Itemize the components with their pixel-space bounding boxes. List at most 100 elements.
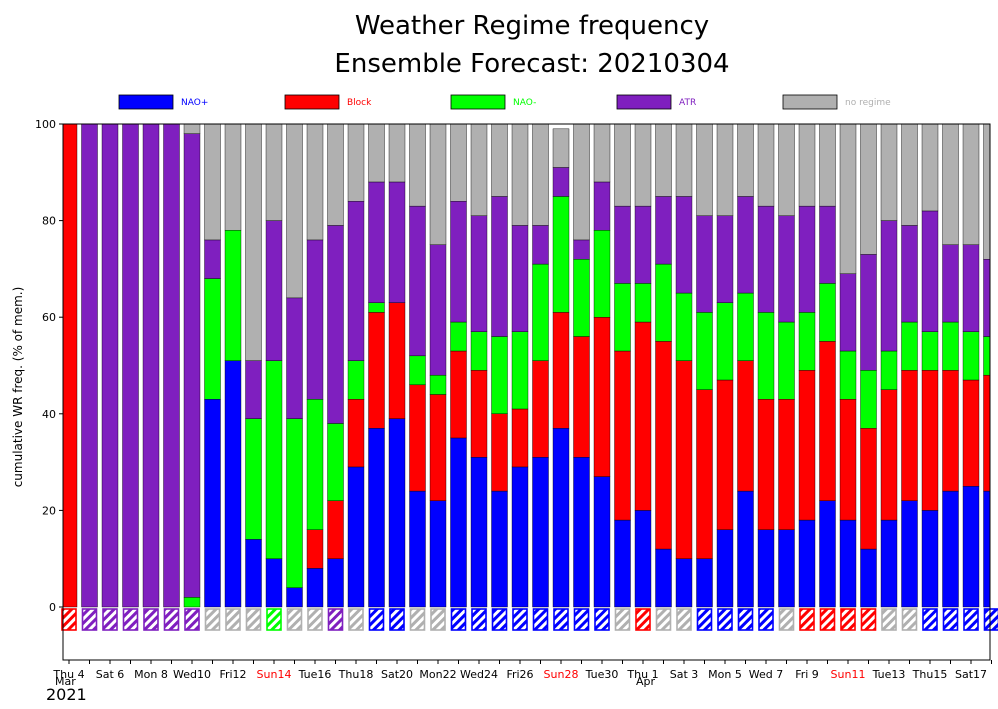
bar-segment-nao_plus (819, 500, 836, 608)
bar-segment-no_regime (368, 124, 385, 183)
bar-segment-nao_plus (839, 519, 857, 608)
bar-segment-no_regime (737, 124, 754, 197)
dominant-box-no_regime (676, 608, 692, 631)
legend-label-nao_minus: NAO- (513, 98, 536, 108)
dominant-box-nao_plus (594, 608, 610, 631)
x-tick-label: Sat 3 (670, 668, 699, 681)
y-tick-label: 80 (42, 215, 56, 228)
bar-segment-no_regime (614, 124, 631, 207)
bar-segment-no_regime (819, 124, 836, 207)
bar-segment-block (368, 312, 385, 429)
bar-segment-nao_plus (798, 519, 816, 608)
dominant-box-no_regime (286, 608, 303, 631)
bar-segment-no_regime (880, 124, 898, 221)
bar-segment-nao_plus (983, 490, 990, 608)
bar-segment-nao_minus (716, 302, 734, 381)
bar-segment-block (573, 336, 590, 458)
dominant-box-no_regime (409, 608, 426, 631)
bar-segment-atr (696, 215, 713, 313)
bar-segment-no_regime (204, 124, 221, 241)
x-tick-label: Thu15 (912, 668, 948, 681)
bar-segment-block (798, 370, 816, 521)
x-tick-label: Thu18 (338, 668, 374, 681)
bar-segment-no_regime (286, 124, 303, 299)
bar-segment-nao_plus (962, 486, 980, 608)
bar-segment-no_regime (696, 124, 713, 216)
month-label: Apr (636, 675, 656, 688)
bar-segment-atr (204, 239, 221, 279)
bar-segment-nao_minus (573, 259, 590, 337)
bar-segment-atr (532, 225, 549, 265)
bar-segment-nao_plus (286, 587, 303, 608)
bar-segment-atr (409, 205, 426, 357)
bar-segment-nao_plus (593, 476, 611, 608)
bar-segment-no_regime (757, 124, 775, 207)
bar-segment-atr (327, 225, 344, 424)
bar-segment-atr (942, 244, 959, 323)
bar-segment-no_regime (778, 124, 795, 216)
bar-segment-nao_minus (429, 374, 447, 395)
bar-segment-atr (716, 215, 734, 303)
bar-segment-nao_minus (593, 230, 611, 318)
bar-segment-nao_minus (675, 292, 693, 361)
bar-segment-nao_plus (860, 548, 877, 608)
dominant-box-no_regime (655, 608, 672, 631)
bar-segment-nao_plus (306, 568, 324, 608)
bar-segment-atr (860, 254, 877, 371)
x-tick-label: Sat17 (955, 668, 987, 681)
bar-segment-nao_plus (224, 360, 242, 608)
bar-segment-nao_minus (942, 321, 959, 371)
bar-segment-no_regime (675, 124, 693, 197)
bar-segment-nao_minus (921, 331, 939, 371)
bars (63, 124, 990, 608)
bar-segment-block (450, 350, 467, 439)
chart-subtitle: Ensemble Forecast: 20210304 (334, 49, 729, 79)
bar-segment-nao_plus (204, 399, 221, 608)
bar-segment-block (778, 399, 795, 530)
bar-segment-atr (470, 215, 488, 332)
bar-segment-nao_minus (204, 278, 221, 400)
bar-segment-no_regime (450, 124, 467, 202)
bar-segment-atr (921, 210, 939, 332)
bar-segment-nao_plus (429, 500, 447, 608)
bar-segment-atr (265, 220, 283, 361)
bar-segment-block (860, 428, 877, 550)
bar-segment-nao_plus (368, 428, 385, 608)
bar-segment-nao_plus (737, 490, 754, 608)
bar-segment-block (306, 529, 324, 569)
bar-segment-block (901, 370, 918, 501)
bar-segment-nao_plus (696, 558, 713, 608)
dominant-box-no_regime (901, 608, 918, 631)
bar-segment-nao_plus (778, 529, 795, 608)
legend-label-block: Block (347, 98, 372, 108)
x-tick-label: Mon 5 (708, 668, 742, 681)
bar-segment-nao_plus (327, 558, 344, 608)
bar-segment-no_regime (470, 124, 488, 216)
bar-segment-block (819, 341, 836, 501)
bar-segment-atr (983, 259, 990, 337)
bar-segment-block (347, 399, 365, 468)
bar-segment-block (491, 413, 508, 492)
x-tick-label: Fri26 (506, 668, 533, 681)
bar-segment-atr (675, 196, 693, 294)
bar-segment-atr (819, 205, 836, 284)
bar-segment-nao_minus (450, 321, 467, 352)
bar-segment-atr (655, 196, 672, 265)
bar-segment-block (880, 389, 898, 521)
bar-segment-no_regime (962, 124, 980, 245)
x-tick-label: Sun28 (544, 668, 579, 681)
bar-segment-nao_minus (860, 370, 877, 429)
dominant-box-nao_plus (963, 608, 979, 631)
bar-segment-nao_minus (224, 230, 242, 361)
legend-label-atr: ATR (679, 98, 696, 108)
bar-segment-nao_minus (614, 283, 631, 352)
bar-segment-nao_minus (245, 418, 262, 540)
bar-segment-block (327, 500, 344, 559)
bar-segment-nao_plus (675, 558, 693, 608)
bar-segment-nao_plus (655, 548, 672, 608)
bar-segment-no_regime (983, 124, 990, 260)
bar-segment-nao_minus (778, 321, 795, 400)
bar-segment-atr (901, 225, 918, 323)
bar-segment-block (675, 360, 693, 559)
x-tick-label: Thu 4 (52, 668, 84, 681)
